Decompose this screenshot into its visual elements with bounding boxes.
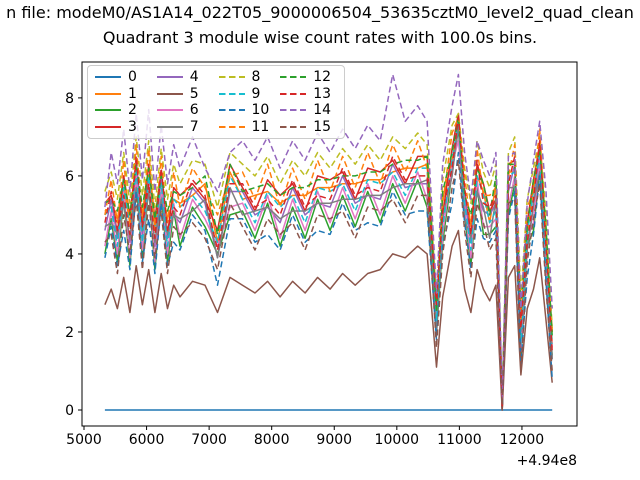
series-line-5: [104, 229, 553, 411]
legend-line-sample: [156, 125, 183, 128]
legend-line-sample: [280, 92, 307, 95]
legend-line-sample: [280, 76, 307, 79]
legend-item-label: 13: [313, 85, 332, 102]
series-line-6: [104, 140, 553, 407]
x-tick-label: 6000: [129, 432, 165, 448]
legend-item-label: 8: [251, 69, 261, 86]
series-line-8: [104, 112, 553, 403]
legend-item-5: 5: [156, 85, 219, 103]
x-tick-label: 9000: [316, 432, 352, 448]
legend-item-8: 8: [218, 69, 281, 86]
legend-line-sample: [156, 92, 183, 95]
series-line-3: [104, 112, 553, 407]
legend-line-sample: [280, 125, 307, 128]
legend-item-label: 2: [128, 102, 137, 119]
axes-frame: [81, 61, 578, 427]
legend-item-14: 14: [280, 102, 342, 119]
legend-item-7: 7: [156, 118, 219, 136]
legend-item-12: 12: [280, 69, 342, 86]
legend-line-sample: [95, 76, 121, 79]
axes-title: Quadrant 3 module wise count rates with …: [102, 28, 538, 47]
legend-item-label: 12: [313, 69, 332, 86]
series-line-10: [104, 151, 553, 411]
legend-line-sample: [156, 76, 183, 79]
series-line-9: [104, 120, 553, 403]
x-tick-label: 10000: [375, 432, 420, 448]
y-tick-label: 8: [65, 91, 74, 107]
legend-item-label: 14: [313, 102, 332, 119]
legend-item-label: 7: [189, 118, 199, 135]
legend-line-sample: [218, 92, 245, 95]
legend-item-label: 9: [251, 85, 261, 102]
y-tick-label: 0: [65, 403, 74, 419]
legend-item-label: 1: [128, 85, 137, 102]
legend-item-label: 15: [313, 118, 332, 135]
legend-item-11: 11: [218, 118, 281, 136]
legend-item-13: 13: [280, 86, 342, 103]
legend-item-label: 5: [189, 85, 199, 102]
legend-item-label: 0: [128, 69, 137, 86]
legend-item-1: 1: [95, 86, 157, 103]
legend-line-sample: [218, 76, 245, 79]
legend-item-9: 9: [218, 85, 281, 103]
legend-item-3: 3: [95, 119, 157, 136]
x-tick-label: 5000: [66, 432, 102, 448]
legend-line-sample: [156, 109, 183, 112]
legend-item-0: 0: [95, 69, 157, 86]
legend-item-15: 15: [280, 119, 342, 136]
series-line-14: [104, 73, 553, 400]
legend-item-10: 10: [218, 102, 281, 119]
legend-item-label: 4: [189, 69, 199, 86]
series-line-15: [104, 159, 553, 411]
legend-item-2: 2: [95, 102, 157, 119]
x-axis-offset-label: +4.94e8: [517, 453, 577, 469]
series-line-13: [104, 116, 553, 411]
x-tick-label: 8000: [254, 432, 290, 448]
legend: 0 1 2 3 4 5 6 7 8 9 10 11 12 13 14 15: [87, 65, 345, 139]
x-tick-label: 7000: [191, 432, 227, 448]
x-tick-label: 11000: [437, 432, 482, 448]
figure-suptitle: n file: modeM0/AS1A14_022T05_9000006504_…: [6, 3, 634, 22]
y-tick-label: 2: [65, 325, 74, 341]
legend-item-4: 4: [156, 69, 219, 86]
legend-item-label: 11: [251, 118, 270, 135]
legend-item-label: 3: [128, 118, 137, 135]
legend-line-sample: [95, 125, 121, 128]
y-tick-label: 4: [65, 247, 74, 263]
series-line-4: [104, 124, 553, 411]
legend-line-sample: [218, 109, 245, 112]
legend-item-6: 6: [156, 102, 219, 119]
legend-item-label: 6: [189, 102, 199, 119]
legend-line-sample: [95, 109, 121, 112]
series-lines: [104, 73, 553, 411]
y-tick-label: 6: [65, 169, 74, 185]
legend-line-sample: [95, 92, 121, 95]
legend-item-label: 10: [251, 102, 270, 119]
y-axis: 0 2 4 6 8: [65, 91, 82, 419]
x-tick-label: 12000: [500, 432, 545, 448]
legend-line-sample: [218, 125, 245, 128]
x-axis: 5000 6000 7000 8000 9000 10000 11000 12000 +4.94…: [66, 426, 577, 469]
legend-line-sample: [280, 109, 307, 112]
